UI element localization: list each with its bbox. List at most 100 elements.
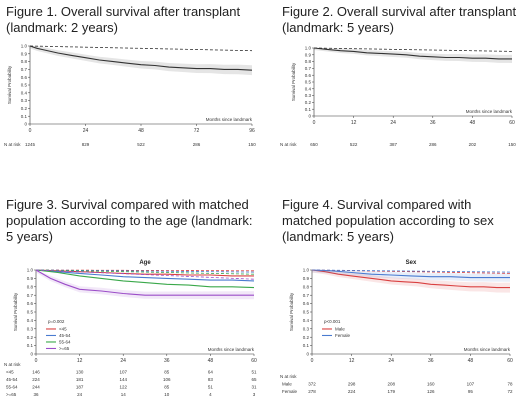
x-tick-label: 48 [138,128,144,134]
at-risk-value: 14 [121,392,127,397]
x-tick-label: 24 [83,128,89,134]
legend-label: 55-64 [59,339,71,344]
x-tick-label: 0 [313,120,316,126]
x-tick-label: 24 [390,120,396,126]
confidence-band [30,46,252,76]
chart-title: Age [139,260,151,266]
legend-label: >=65 [59,346,70,351]
y-tick-label: 0.6 [27,301,34,306]
y-tick-label: 0.8 [27,284,34,289]
at-risk-row-label: >=65 [6,392,17,397]
y-tick-label: 0 [306,352,309,357]
x-tick-label: 96 [249,128,255,134]
x-tick-label: 24 [388,358,394,364]
y-tick-label: 0 [30,352,33,357]
x-tick-label: 12 [77,358,83,364]
at-risk-value: 78 [507,382,513,387]
at-risk-row-label: 55-64 [6,385,18,390]
y-tick-label: 0.9 [303,276,310,281]
at-risk-value: 224 [32,377,40,382]
at-risk-value: 244 [32,385,40,390]
y-tick-label: 0.6 [21,75,28,80]
x-tick-label: 60 [251,358,257,364]
legend-label: <45 [59,326,67,331]
figure-3-caption: Figure 3. Survival compared with matched… [6,197,253,244]
figure-2-chart: 0 0.1 0.2 0.3 0.40.5 0.6 0.7 0.8 0.91.0 Survival … [280,46,516,147]
legend-label: 45-54 [59,333,71,338]
figure-1-caption: Figure 1. Overall survival after transpl… [6,4,241,35]
legend-label: Female [335,333,351,338]
y-tick-label: 0.7 [303,293,310,298]
reference-line [313,47,513,52]
x-axis-label: Months since landmark [206,117,253,122]
x-tick-label: 60 [509,120,515,126]
y-tick-label: 0.2 [21,106,28,111]
at-risk-value: 829 [82,142,90,147]
at-risk-value: 83 [208,377,214,382]
at-risk-label: N at risk [4,142,21,147]
y-tick-label: 0.5 [27,310,34,315]
chart-title: Sex [406,260,417,266]
series-line [35,269,255,282]
at-risk-row-label: 45-54 [6,377,18,382]
x-tick-label: 24 [120,358,126,364]
at-risk-value: 650 [310,142,318,147]
y-tick-label: 0.8 [305,59,312,64]
reference-line [35,269,255,280]
y-axis-label: Survival Probability [291,62,296,101]
reference-line [311,269,511,273]
y-tick-label: 0.1 [305,107,312,112]
x-tick-label: 36 [430,120,436,126]
at-risk-value: 387 [389,142,397,147]
at-risk-value: 85 [164,385,170,390]
y-tick-label: 0.4 [303,318,310,323]
y-tick-label: 0.1 [21,114,28,119]
figure-2-caption: Figure 2. Overall survival after transpl… [282,4,517,35]
at-risk-value: 179 [387,389,395,394]
at-risk-value: 72 [507,389,513,394]
at-risk-row-label: Male [282,382,292,387]
y-axis-label: Survival Probability [13,292,18,331]
y-axis-label: Survival Probability [289,292,294,331]
reference-line [35,269,255,275]
x-tick-label: 0 [311,358,314,364]
x-tick-label: 12 [349,358,355,364]
at-risk-value: 65 [251,377,257,382]
at-risk-value: 522 [350,142,358,147]
y-tick-label: 0.7 [27,293,34,298]
y-tick-label: 1.0 [21,44,28,49]
y-tick-label: 0.1 [303,343,310,348]
y-tick-label: 1.0 [303,268,310,273]
at-risk-value: 36 [33,392,39,397]
at-risk-row-label: <45 [6,370,14,375]
at-risk-value: 372 [308,382,316,387]
y-tick-label: 0.2 [305,100,312,105]
x-tick-label: 48 [468,358,474,364]
y-tick-label: 0.9 [27,276,34,281]
y-tick-label: 0.3 [21,98,28,103]
x-tick-label: 36 [164,358,170,364]
figure-1-chart: 0 0.1 0.2 0.3 0.4 0.5 0.6 0.7 0.8 0.9 1.0 Survival … [4,44,256,147]
legend-label: Male [335,326,345,331]
x-tick-label: 12 [351,120,357,126]
at-risk-value: 107 [119,370,127,375]
y-tick-label: 1.0 [27,268,34,273]
y-tick-label: 0 [24,122,27,127]
at-risk-value: 95 [468,389,474,394]
at-risk-value: 107 [467,382,475,387]
reference-line [29,45,253,52]
at-risk-value: 64 [208,370,214,375]
y-tick-label: 0.1 [27,343,34,348]
at-risk-value: 126 [427,389,435,394]
at-risk-value: 3 [253,392,256,397]
y-tick-label: 1.0 [305,46,312,51]
series-line [29,45,253,71]
at-risk-value: 122 [119,385,127,390]
confidence-band [312,270,510,293]
y-tick-label: 0.6 [305,73,312,78]
at-risk-value: 522 [137,142,145,147]
y-tick-label: 0.9 [21,51,28,56]
series-line [313,47,512,60]
y-tick-label: 0.3 [27,326,34,331]
y-tick-label: 0.8 [303,284,310,289]
